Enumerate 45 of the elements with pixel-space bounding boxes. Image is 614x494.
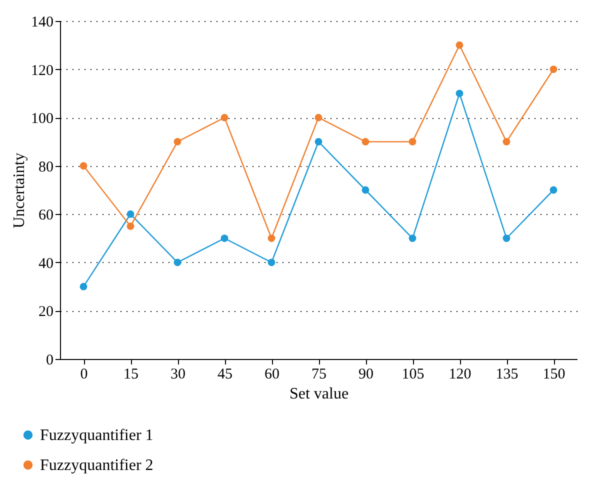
point	[126, 210, 134, 218]
x-tick-label: 60	[264, 366, 280, 382]
x-tick-label: 15	[124, 366, 138, 382]
point	[408, 138, 416, 146]
x-tick-label: 45	[218, 366, 232, 382]
y-tick-label: 20	[38, 304, 54, 320]
y-tick-label: 120	[31, 62, 54, 79]
point	[550, 66, 558, 73]
y-tick-label: 40	[38, 256, 54, 272]
point	[220, 114, 228, 122]
y-tick-label: 0	[46, 352, 54, 368]
point	[268, 234, 276, 242]
x-tick-label: 75	[312, 366, 326, 382]
point	[550, 186, 558, 194]
point	[174, 138, 182, 146]
legend-label: Fuzzyquantifier 1	[40, 427, 154, 444]
x-tick-label: 30	[170, 366, 186, 382]
point	[314, 138, 322, 146]
y-tick-label: 140	[31, 14, 54, 30]
point	[314, 114, 322, 122]
point	[174, 258, 182, 266]
x-tick-label: 0	[80, 366, 88, 382]
point	[362, 138, 370, 146]
point	[80, 162, 88, 170]
point	[502, 234, 510, 242]
x-tick-label: 150	[542, 366, 566, 382]
y-tick-label: 80	[38, 159, 54, 176]
x-tick-label: 120	[448, 366, 472, 382]
x-tick-label: 135	[496, 366, 518, 382]
point	[268, 258, 276, 266]
y-tick-label: 100	[31, 111, 54, 128]
x-axis-title: Set value	[289, 386, 349, 402]
point	[126, 222, 134, 230]
y-tick-label: 60	[38, 208, 54, 224]
y-axis-title: Uncertainty	[11, 152, 28, 228]
point	[220, 234, 228, 242]
point	[456, 90, 464, 98]
x-tick-label: 105	[402, 366, 424, 382]
point	[362, 186, 370, 194]
point	[408, 234, 416, 242]
point	[456, 41, 464, 49]
point	[502, 138, 510, 146]
point	[80, 282, 88, 290]
legend-label: Fuzzyquantifier 2	[40, 457, 154, 474]
x-tick-label: 90	[358, 366, 374, 382]
